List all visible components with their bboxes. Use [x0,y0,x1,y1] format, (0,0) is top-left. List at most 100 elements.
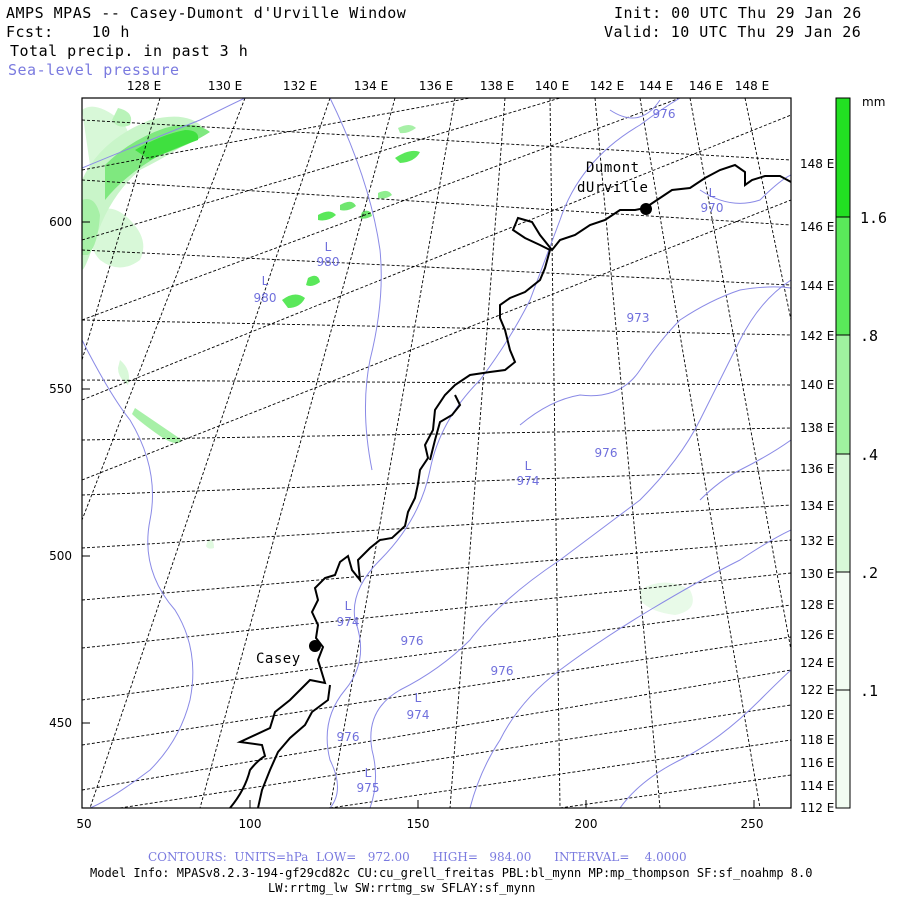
lon-label: 130 E [800,567,834,581]
colorbar-bin [836,217,850,335]
lon-label: 132 E [283,79,317,93]
y-axis-ticks [82,221,90,724]
lon-label: 138 E [800,421,834,435]
pressure-value: 974 [517,474,540,488]
pressure-value: 970 [701,201,724,215]
lon-label: 128 E [800,598,834,612]
colorbar-label: .8 [860,327,878,345]
valid-time: Valid: 10 UTC Thu 29 Jan 26 [604,23,862,41]
x-tick-label: 100 [239,817,262,831]
lon-label: 144 E [800,279,834,293]
station-dumont-durville: Dumont dUrville [577,160,652,215]
station-label: Dumont [586,160,640,176]
lon-label: 138 E [480,79,514,93]
colorbar-label: 1.6 [860,209,887,227]
coastline [229,163,791,808]
lon-label: 128 E [127,79,161,93]
lon-label: 126 E [800,628,834,642]
lon-label: 136 E [800,462,834,476]
colorbar-unit: mm [862,95,885,109]
station-marker [640,203,652,215]
right-longitude-labels: 148 E 146 E 144 E 142 E 140 E 138 E 136 … [800,157,834,815]
y-tick-label: 450 [49,716,72,730]
colorbar-bin [836,335,850,454]
station-marker [309,640,321,652]
pressure-low-letter: L [415,691,422,705]
latlon-grid [82,98,791,808]
lon-label: 148 E [735,79,769,93]
lon-label: 146 E [689,79,723,93]
pressure-value: 973 [627,311,650,325]
pressure-value: 974 [337,615,360,629]
field-precip-label: Total precip. in past 3 h [10,42,249,60]
y-axis-labels: 450 500 550 600 [49,215,72,730]
x-tick-label: 150 [407,817,430,831]
lon-label: 112 E [800,801,834,815]
lon-label: 116 E [800,756,834,770]
pressure-low-letter: L [365,766,372,780]
lon-label: 130 E [208,79,242,93]
colorbar-label: .1 [860,682,878,700]
pressure-value: 976 [491,664,514,678]
coastline-ridge [429,394,462,461]
station-label: Casey [256,651,301,667]
pressure-value: 980 [317,255,340,269]
lon-label: 124 E [800,656,834,670]
chart-title: AMPS MPAS -- Casey-Dumont d'Urville Wind… [6,4,407,22]
y-tick-label: 550 [49,382,72,396]
y-tick-label: 500 [49,549,72,563]
lon-label: 120 E [800,708,834,722]
slp-contours [82,98,791,808]
x-axis-ticks [81,800,755,808]
map-border [81,97,792,809]
contour-info: CONTOURS: UNITS=hPa LOW= 972.00 HIGH= 98… [148,850,687,864]
x-tick-label: 200 [575,817,598,831]
x-tick-label: 250 [741,817,764,831]
y-tick-label: 600 [49,215,72,229]
lon-label: 118 E [800,733,834,747]
x-axis-labels: 50 100 150 200 250 [76,817,763,831]
lon-label: 146 E [800,220,834,234]
pressure-low-letter: L [325,240,332,254]
lon-label: 140 E [535,79,569,93]
pressure-low-letter: L [525,459,532,473]
lon-label: 136 E [419,79,453,93]
colorbar-label: .2 [860,564,878,582]
lon-label: 134 E [800,499,834,513]
map-frame [82,98,791,808]
lon-label: 148 E [800,157,834,171]
top-longitude-labels: 128 E 130 E 132 E 134 E 136 E 138 E 140 … [127,79,769,93]
pressure-value: 976 [653,107,676,121]
pressure-value: 975 [357,781,380,795]
pressure-low-letter: L [345,599,352,613]
station-casey: Casey [256,640,321,667]
coastline-inner [257,684,331,808]
init-time: Init: 00 UTC Thu 29 Jan 26 [614,4,862,22]
colorbar-bin [836,454,850,572]
pressure-labels: L 970 976 L 980 L 980 973 L 974 976 L 97… [254,107,724,795]
pressure-value: 980 [254,291,277,305]
pressure-value: 976 [595,446,618,460]
pressure-value: 976 [401,634,424,648]
forecast-hour: Fcst: 10 h [6,23,130,41]
lon-label: 142 E [590,79,624,93]
pressure-low-letter: L [709,186,716,200]
model-info-line2: LW:rrtmg_lw SW:rrtmg_sw SFLAY:sf_mynn [268,881,536,895]
pressure-value: 976 [337,730,360,744]
lon-label: 114 E [800,779,834,793]
colorbar-bin [836,98,850,217]
pressure-value: 974 [407,708,430,722]
colorbar-label: .4 [860,446,878,464]
colorbar: mm 1.6 .8 .4 .2 .1 [835,95,887,809]
lon-label: 142 E [800,329,834,343]
station-label: dUrville [577,180,648,196]
lon-label: 134 E [354,79,388,93]
model-info: Model Info: MPASv8.2.3-194-gf29cd82c CU:… [90,866,813,880]
lon-label: 144 E [639,79,673,93]
lon-label: 140 E [800,378,834,392]
pressure-low-letter: L [262,274,269,288]
colorbar-border [835,97,851,809]
lon-label: 122 E [800,683,834,697]
field-slp-label: Sea-level pressure [8,61,180,79]
